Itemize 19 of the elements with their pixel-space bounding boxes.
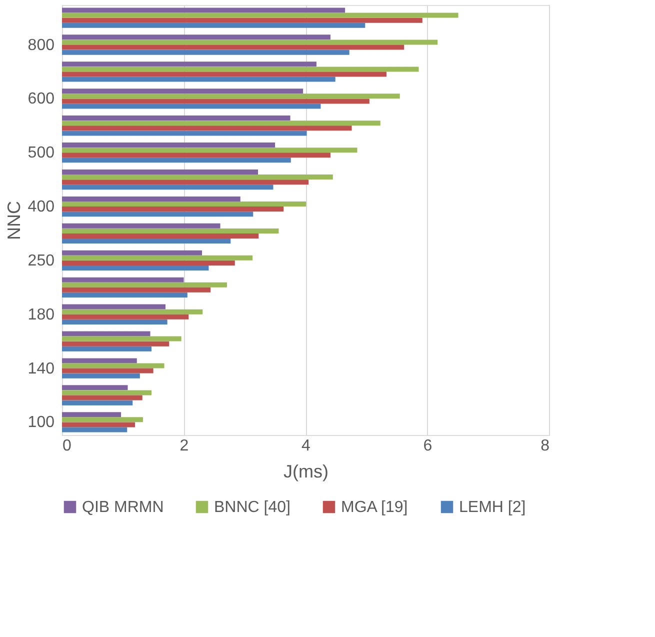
y-tick-label: 250	[28, 252, 55, 270]
x-tick-label: 0	[62, 438, 72, 454]
legend-label: MGA [19]	[341, 499, 408, 516]
x-tick-label: 4	[302, 438, 311, 454]
legend-label: QIB MRMN	[82, 499, 164, 516]
y-tick-label: 400	[28, 198, 55, 216]
x-tick-label: 8	[540, 438, 550, 454]
x-tick-label: 2	[180, 438, 189, 454]
y-tick-label: 140	[28, 360, 55, 378]
y-tick-label: 600	[28, 90, 55, 108]
y-tick-label: 500	[28, 144, 55, 162]
x-axis-title: J(ms)	[284, 462, 328, 482]
legend-label: LEMH [2]	[459, 499, 526, 516]
y-tick-label: 180	[28, 306, 55, 324]
legend-label: BNNC [40]	[214, 499, 290, 516]
y-tick-label: 800	[28, 36, 55, 54]
x-tick-label: 6	[423, 438, 432, 454]
y-axis-title: NNC	[4, 201, 24, 240]
y-tick-label: 100	[28, 414, 55, 432]
